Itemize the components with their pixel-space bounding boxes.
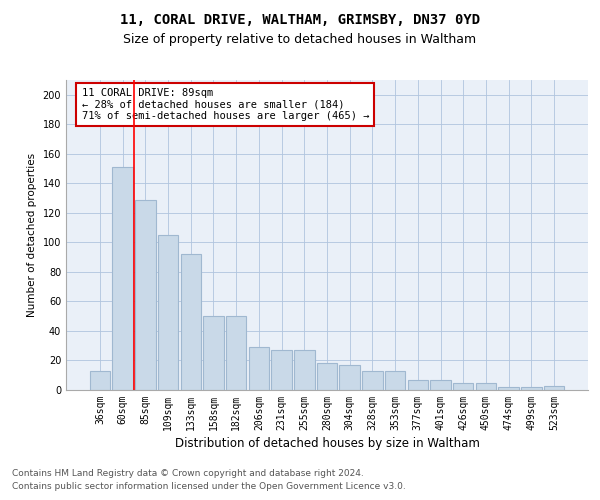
Y-axis label: Number of detached properties: Number of detached properties [27, 153, 37, 317]
Bar [90, 371, 110, 390]
Bar [430, 380, 451, 390]
Bar [112, 167, 133, 390]
Bar [407, 380, 428, 390]
Bar [340, 365, 360, 390]
Bar [248, 347, 269, 390]
X-axis label: Distribution of detached houses by size in Waltham: Distribution of detached houses by size … [175, 437, 479, 450]
Bar [294, 350, 314, 390]
Bar [362, 371, 383, 390]
Bar [385, 371, 406, 390]
Bar [521, 387, 542, 390]
Text: 11, CORAL DRIVE, WALTHAM, GRIMSBY, DN37 0YD: 11, CORAL DRIVE, WALTHAM, GRIMSBY, DN37 … [120, 12, 480, 26]
Bar [544, 386, 564, 390]
Bar [203, 316, 224, 390]
Text: Contains public sector information licensed under the Open Government Licence v3: Contains public sector information licen… [12, 482, 406, 491]
Bar [499, 387, 519, 390]
Text: 11 CORAL DRIVE: 89sqm
← 28% of detached houses are smaller (184)
71% of semi-det: 11 CORAL DRIVE: 89sqm ← 28% of detached … [82, 88, 369, 121]
Bar [476, 382, 496, 390]
Bar [181, 254, 201, 390]
Text: Contains HM Land Registry data © Crown copyright and database right 2024.: Contains HM Land Registry data © Crown c… [12, 468, 364, 477]
Bar [226, 316, 247, 390]
Bar [158, 235, 178, 390]
Text: Size of property relative to detached houses in Waltham: Size of property relative to detached ho… [124, 32, 476, 46]
Bar [453, 382, 473, 390]
Bar [271, 350, 292, 390]
Bar [135, 200, 155, 390]
Bar [317, 364, 337, 390]
